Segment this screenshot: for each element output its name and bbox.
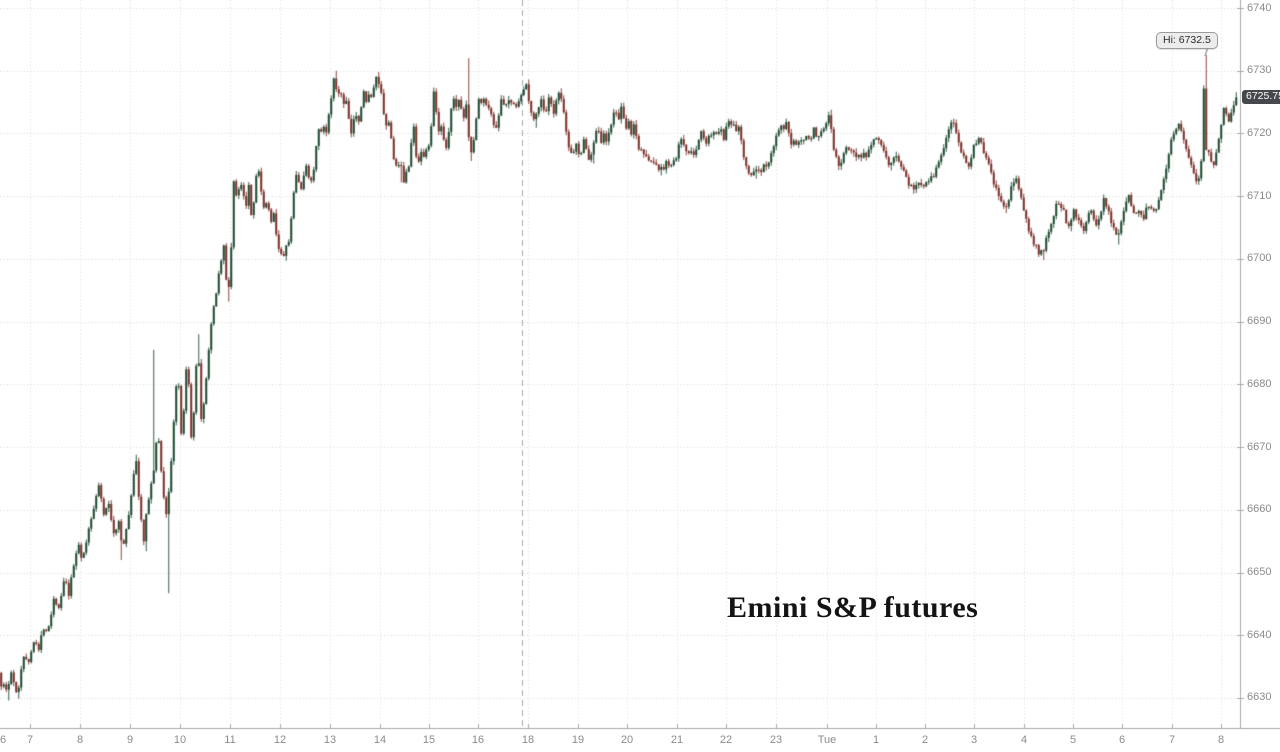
y-axis-label: 6660 [1247,503,1272,516]
x-axis-label: 5 [1069,734,1077,746]
y-axis-label: 6740 [1247,1,1272,14]
x-axis-label: 15 [422,734,436,746]
chart-title: Emini S&P futures [727,591,979,624]
x-axis-label: 10 [173,734,187,746]
x-axis-label: 14 [373,734,387,746]
x-axis-label: 9 [126,734,134,746]
y-axis-label: 6640 [1247,628,1272,641]
x-axis-label: 7 [1168,734,1176,746]
y-axis-label: 6680 [1247,377,1272,390]
x-axis-label: 8 [76,734,84,746]
y-axis-label: 6720 [1247,126,1272,139]
high-price-tooltip: Hi: 6732.5 [1156,32,1218,49]
x-axis-label: 12 [273,734,287,746]
x-axis-label: 6 [0,734,7,746]
x-axis-label: 2 [921,734,929,746]
y-axis-label: 6670 [1247,440,1272,453]
x-axis-label: 18 [521,734,535,746]
last-price-badge: 6725.75 [1242,90,1280,105]
x-axis-label: Tue [817,734,837,746]
x-axis-label: 13 [323,734,337,746]
x-axis-label: 7 [26,734,34,746]
y-axis-label: 6730 [1247,64,1272,77]
x-axis-label: 4 [1020,734,1028,746]
y-axis-label: 6650 [1247,566,1272,579]
x-axis-label: 8 [1217,734,1225,746]
x-axis-label: 16 [471,734,485,746]
x-axis-label: 20 [620,734,634,746]
y-axis-label: 6700 [1247,252,1272,265]
x-axis-label: 11 [224,734,236,746]
x-axis-label: 3 [970,734,978,746]
x-axis-label: 23 [769,734,783,746]
y-axis-label: 6630 [1247,691,1272,704]
y-axis-label: 6690 [1247,315,1272,328]
x-axis-label: 1 [872,734,880,746]
y-axis-label: 6710 [1247,189,1272,202]
x-axis-label: 6 [1118,734,1126,746]
x-axis-label: 22 [719,734,733,746]
x-axis-label: 19 [571,734,585,746]
x-axis-label: 21 [670,734,684,746]
